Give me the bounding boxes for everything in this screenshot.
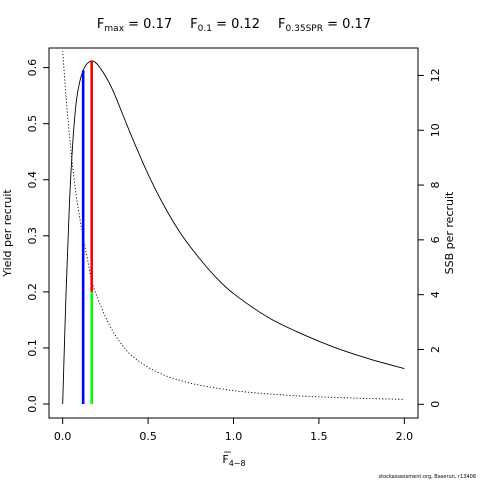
y-right-tick-label: 6 [429,236,442,243]
x-tick-label: 0.5 [139,430,157,443]
svg-text:F4−8: F4−8 [222,453,245,468]
x-tick-label: 2.0 [396,430,414,443]
ssb-per-recruit-line [62,50,405,400]
title-fspr-value: = 0.17 [323,17,371,32]
y-right-tick-label: 4 [429,291,442,298]
y-right-tick-label: 8 [429,182,442,189]
title-f01-value: = 0.12 [212,17,260,32]
credit-text: stockassessment.org, Baserun, r13408 [379,474,477,480]
y-right-axis: 0 2 4 6 8 10 12 [418,68,442,408]
x-tick-label: 1.0 [225,430,243,443]
title-fmax-value: = 0.17 [124,17,172,32]
y-right-label: SSB per recruit [443,191,456,274]
y-left-tick-label: 0.1 [26,339,39,357]
x-axis: 0.0 0.5 1.0 1.5 2.0 [54,418,413,443]
x-label-main: F [222,453,228,466]
y-right-tick-label: 0 [429,401,442,408]
y-left-tick-label: 0.0 [26,395,39,413]
y-right-tick-label: 10 [429,123,442,137]
title-f01-main: F [190,17,197,32]
y-right-tick-label: 12 [429,68,442,82]
title-fspr-main: F [278,17,285,32]
reference-layer [81,60,94,404]
x-label: F4−8 [222,451,246,468]
plot-frame [48,47,419,419]
x-label-sub: 4−8 [229,459,246,468]
chart-title: Fmax = 0.17 F0.1 = 0.12 F0.35SPR = 0.17 [97,17,371,34]
series-layer [62,50,405,404]
y-left-tick-label: 0.6 [26,59,39,77]
title-fspr-sub: 0.35SPR [286,24,323,34]
y-left-axis: 0.0 0.1 0.2 0.3 0.4 0.5 0.6 [26,59,49,413]
title-f01-sub: 0.1 [198,24,212,34]
yield-per-recruit-line [62,60,405,404]
y-left-label: Yield per recruit [1,189,14,278]
y-left-tick-label: 0.4 [26,171,39,189]
title-fmax-sub: max [104,24,124,34]
title-fmax-main: F [97,17,104,32]
x-tick-label: 0.0 [54,430,72,443]
x-tick-label: 1.5 [310,430,328,443]
y-left-tick-label: 0.3 [26,227,39,245]
y-left-tick-label: 0.2 [26,283,39,301]
y-left-tick-label: 0.5 [26,115,39,133]
y-right-tick-label: 2 [429,346,442,353]
